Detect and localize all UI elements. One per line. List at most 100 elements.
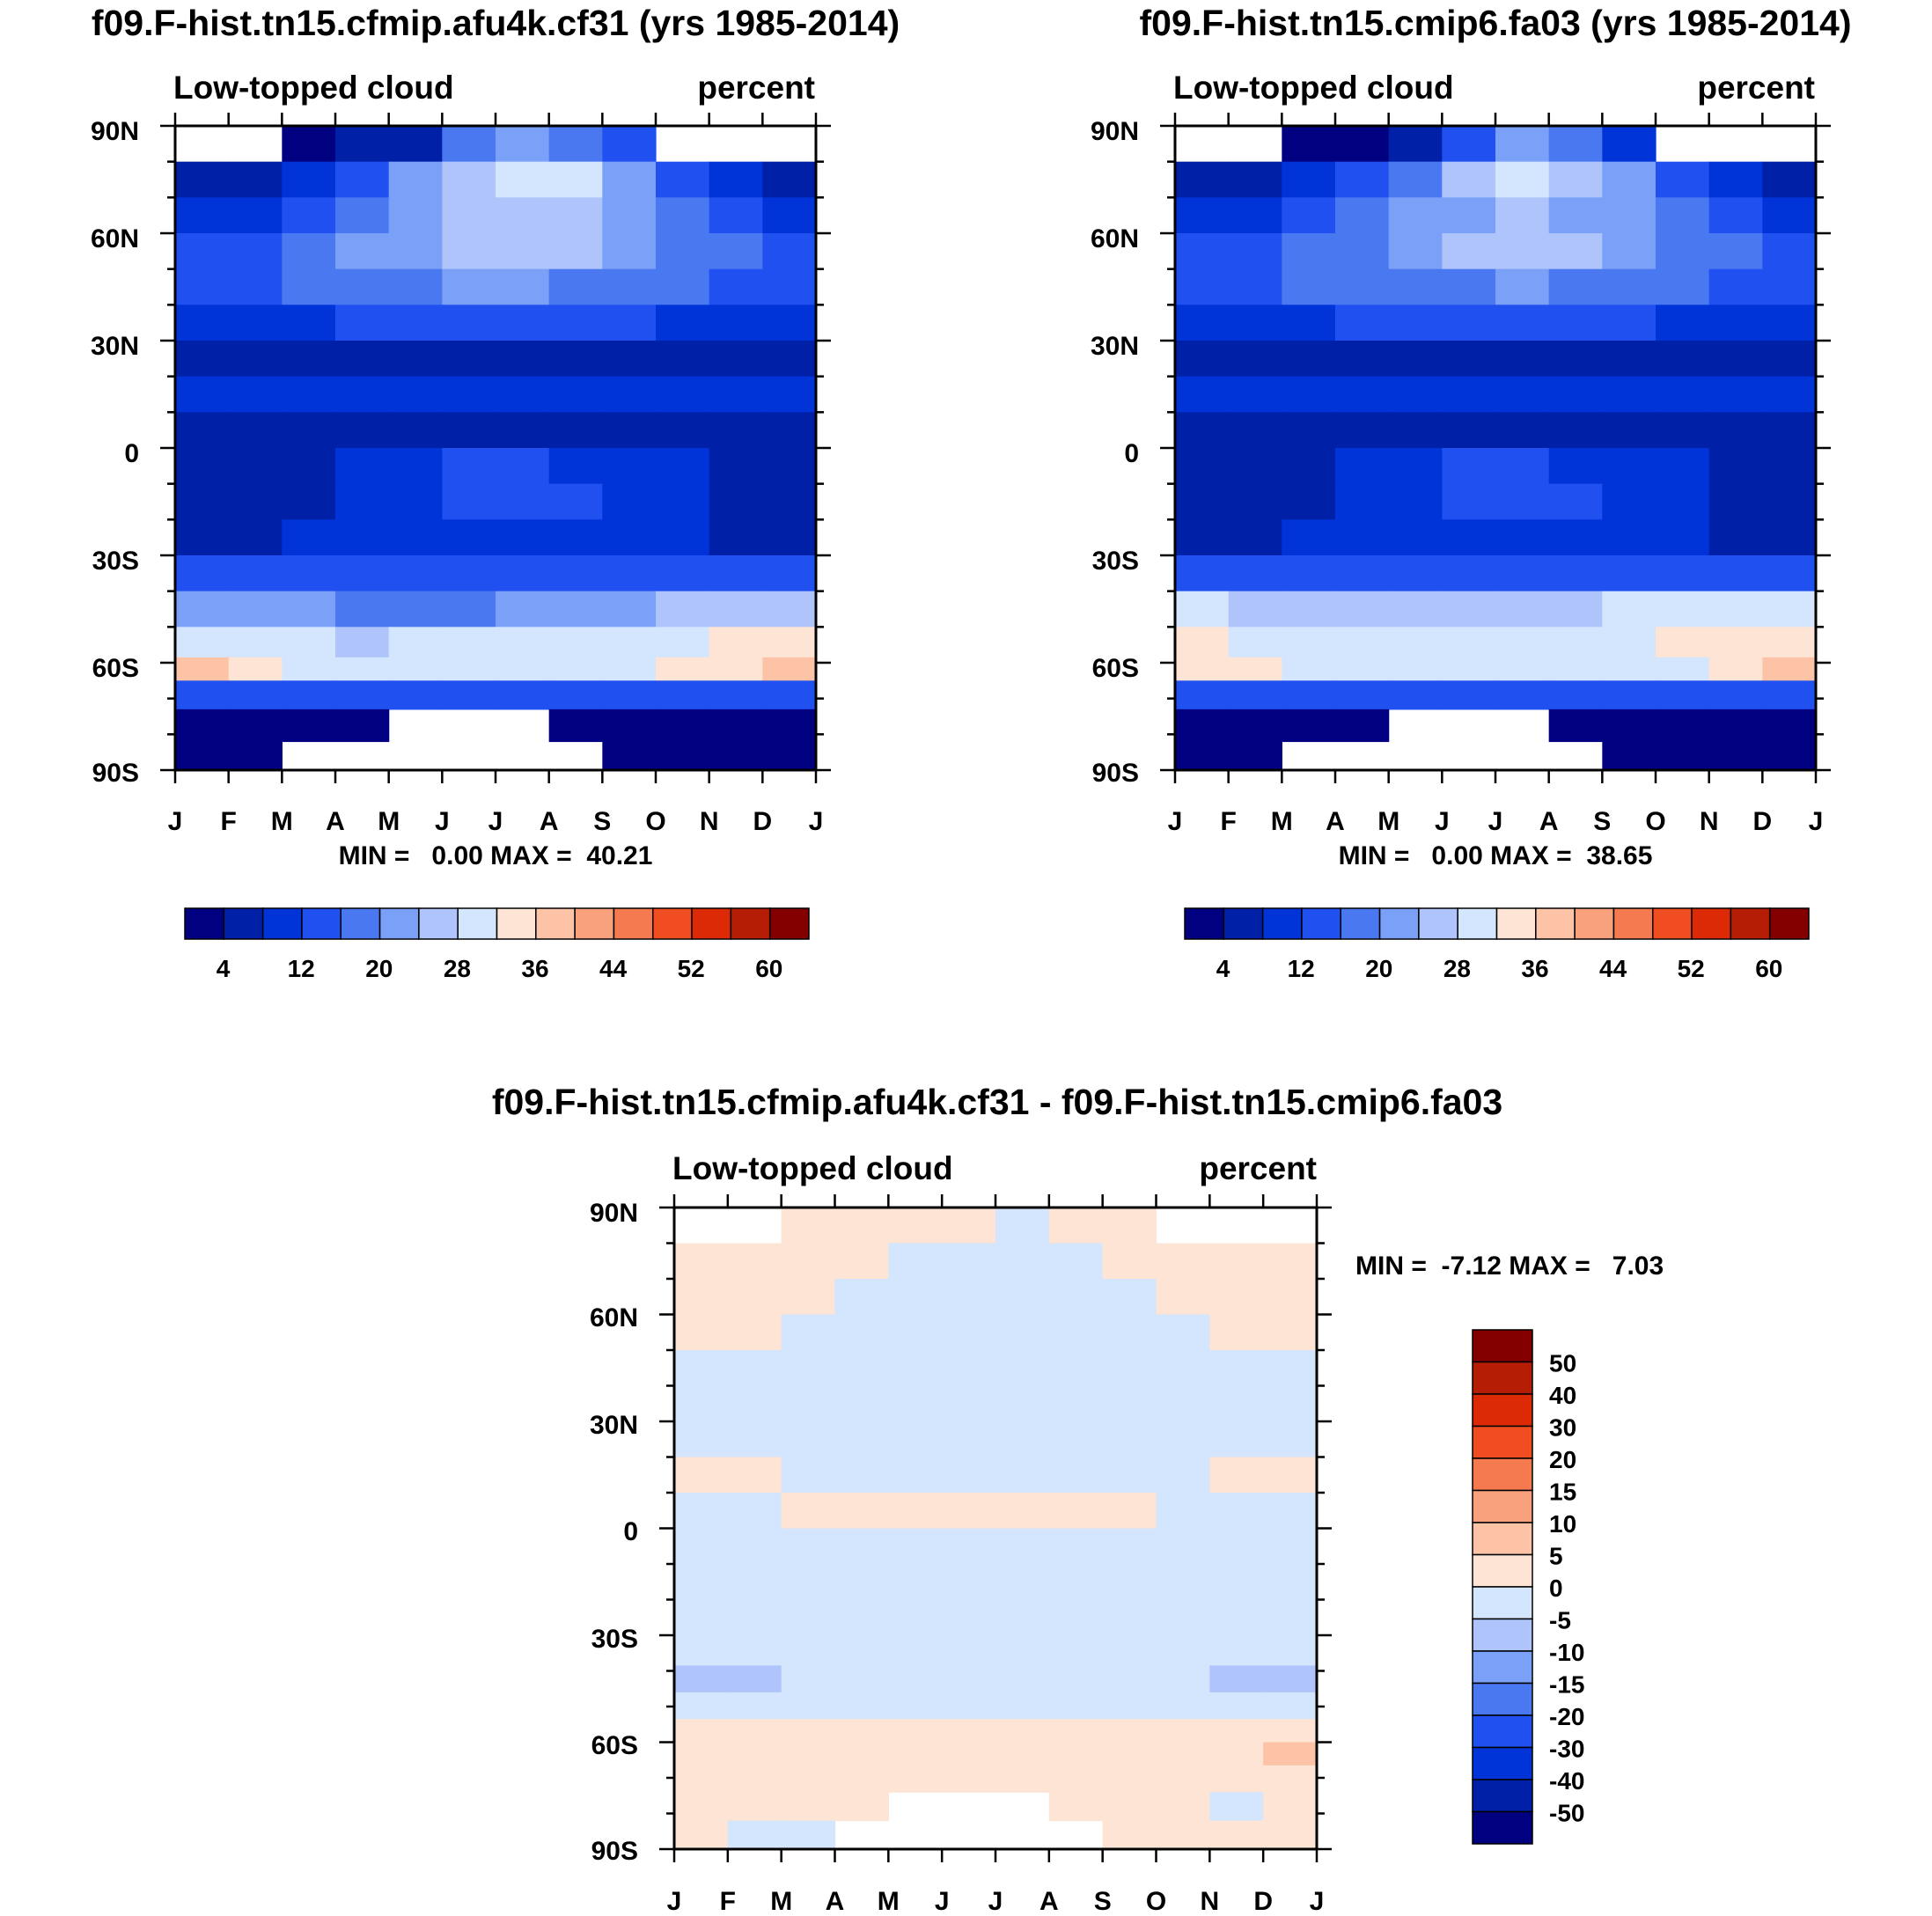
heatmap-cell <box>674 1635 729 1667</box>
heatmap-cell <box>1282 555 1336 592</box>
x-tick-label: A <box>540 807 559 836</box>
heatmap-cell <box>834 1719 889 1743</box>
heatmap-cell <box>1442 197 1496 234</box>
heatmap-cell <box>727 1599 782 1636</box>
heatmap-cell <box>442 305 496 341</box>
heatmap-cell <box>995 1719 1050 1743</box>
heatmap-cell <box>1228 591 1282 628</box>
heatmap-cell <box>1048 1493 1104 1530</box>
colorbar-label: 4 <box>217 955 231 982</box>
heatmap-cell <box>1495 680 1550 710</box>
heatmap-cell <box>1048 1279 1104 1316</box>
heatmap-cell <box>1495 268 1550 305</box>
heatmap-cell <box>1228 341 1282 378</box>
heatmap-cell <box>1442 376 1496 413</box>
heatmap-cell <box>175 305 230 341</box>
x-tick-label: F <box>1221 807 1237 836</box>
heatmap-cell <box>1263 1742 1318 1766</box>
heatmap-cell <box>834 1665 889 1693</box>
heatmap-cell <box>727 1719 782 1743</box>
heatmap-cell <box>602 483 657 520</box>
heatmap-cell <box>656 305 710 341</box>
heatmap-cell <box>548 126 603 163</box>
heatmap-cell <box>781 1742 836 1766</box>
colorbar-label: 44 <box>599 955 628 982</box>
colorbar-label: 12 <box>288 955 315 982</box>
heatmap-cell <box>656 376 710 413</box>
heatmap-cell <box>228 412 283 449</box>
heatmap-cell <box>888 1385 943 1422</box>
heatmap-cell <box>1102 1457 1157 1494</box>
heatmap-cell <box>335 268 390 305</box>
heatmap-cell <box>1282 341 1336 378</box>
heatmap-cell <box>1175 305 1230 341</box>
heatmap-cell <box>1388 341 1443 378</box>
colorbar-label: 40 <box>1549 1382 1576 1409</box>
heatmap-cell <box>656 657 710 681</box>
heatmap-cell <box>1708 412 1763 449</box>
heatmap-cell <box>781 1820 836 1850</box>
heatmap-cell <box>656 233 710 270</box>
heatmap-cell <box>656 197 710 234</box>
heatmap-cell <box>1048 1564 1104 1601</box>
heatmap-cell <box>834 1692 889 1720</box>
heatmap-cell <box>282 657 336 681</box>
heatmap-cell <box>727 1564 782 1601</box>
heatmap-cell <box>548 161 603 198</box>
heatmap-cell <box>1708 591 1763 628</box>
heatmap-cell <box>1102 1528 1157 1565</box>
heatmap-cell <box>282 197 336 234</box>
heatmap-cell <box>496 341 550 378</box>
x-tick-label: M <box>378 807 400 836</box>
colorbar-swatch <box>1472 1553 1533 1588</box>
heatmap-cell <box>1209 1665 1264 1693</box>
heatmap-cell <box>1282 197 1336 234</box>
heatmap-cell <box>888 1719 943 1743</box>
heatmap-cell <box>1156 1564 1210 1601</box>
heatmap-cell <box>1548 555 1603 592</box>
heatmap-cell <box>548 305 603 341</box>
heatmap-cell <box>1602 305 1657 341</box>
x-tick-label: A <box>1326 807 1345 836</box>
colorbar-swatch <box>1472 1489 1533 1523</box>
heatmap-cell <box>1175 627 1230 658</box>
heatmap-cell <box>1656 519 1710 556</box>
heatmap-cell <box>1335 627 1390 658</box>
heatmap-cell <box>175 161 230 198</box>
heatmap-cell <box>727 1528 782 1565</box>
heatmap-cell <box>1048 1208 1104 1244</box>
colorbar-swatch <box>1472 1329 1533 1363</box>
heatmap-cell <box>888 1599 943 1636</box>
colorbar-swatch <box>1652 907 1693 940</box>
heatmap-cell <box>1388 627 1443 658</box>
heatmap-cell <box>781 1279 836 1316</box>
heatmap-cell <box>674 1350 729 1387</box>
heatmap-cell <box>1175 233 1230 270</box>
heatmap-cell <box>995 1243 1050 1280</box>
heatmap-cell <box>496 591 550 628</box>
heatmap-cell <box>1209 1421 1264 1458</box>
heatmap-cell <box>1175 197 1230 234</box>
panel-a-heatmap <box>175 126 817 771</box>
heatmap-cell <box>1495 161 1550 198</box>
colorbar-swatch <box>184 907 225 940</box>
heatmap-cell <box>1228 412 1282 449</box>
heatmap-cell <box>709 741 763 771</box>
heatmap-cell <box>1708 161 1763 198</box>
heatmap-cell <box>1708 519 1763 556</box>
y-tick-label: 90S <box>1092 759 1139 788</box>
x-tick-label: A <box>826 1887 845 1916</box>
heatmap-cell <box>1495 591 1550 628</box>
heatmap-cell <box>228 376 283 413</box>
heatmap-cell <box>709 305 763 341</box>
heatmap-cell <box>1335 591 1390 628</box>
heatmap-cell <box>175 680 230 710</box>
colorbar-label: 20 <box>365 955 393 982</box>
heatmap-cell <box>602 448 657 485</box>
heatmap-cell <box>175 519 230 556</box>
heatmap-cell <box>888 1635 943 1667</box>
heatmap-cell <box>1548 680 1603 710</box>
heatmap-cell <box>175 591 230 628</box>
heatmap-cell <box>1388 197 1443 234</box>
heatmap-cell <box>388 412 443 449</box>
